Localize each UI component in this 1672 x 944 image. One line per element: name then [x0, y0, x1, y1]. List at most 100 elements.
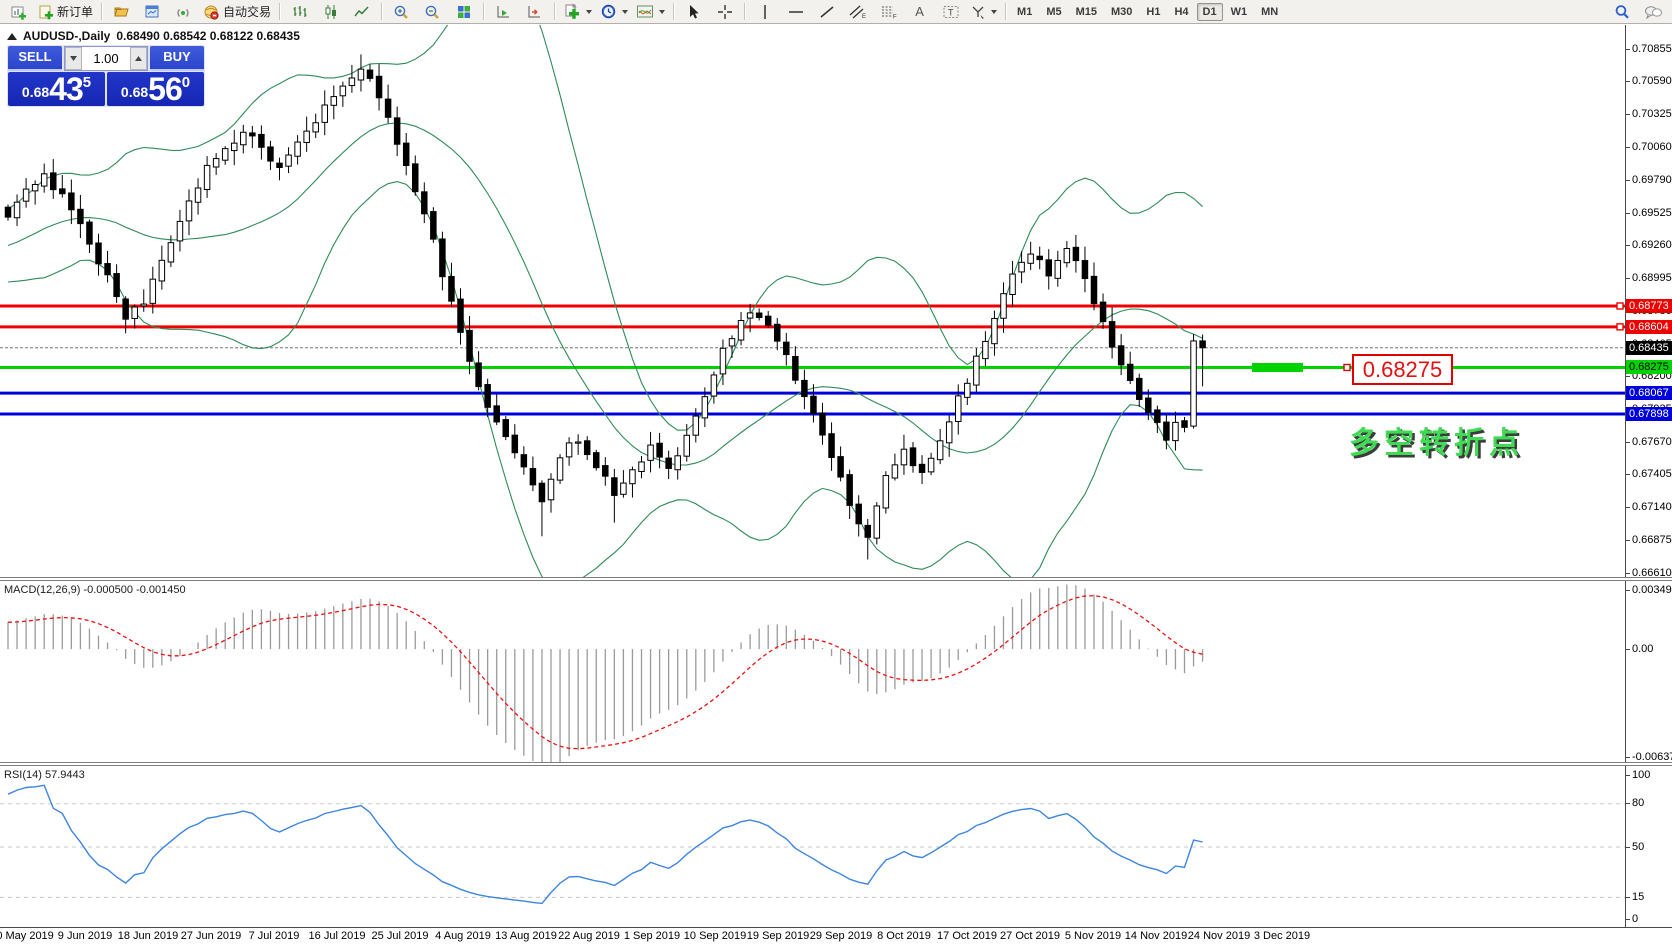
price-tick: 0.68995 [1626, 272, 1672, 285]
pane-divider[interactable] [0, 577, 1672, 581]
signals-icon [177, 8, 189, 17]
sell-price-big: 43 [49, 71, 84, 107]
macd-pane[interactable] [0, 581, 1625, 762]
price-tick: 0.69525 [1626, 206, 1672, 219]
price-tick: 0.70855 [1626, 42, 1672, 55]
macd-label: MACD(12,26,9) -0.000500 -0.001450 [4, 584, 186, 596]
bar-chart-button[interactable] [284, 0, 315, 23]
line-chart-button[interactable] [346, 0, 377, 23]
current-price-label: 0.68435 [1626, 340, 1672, 355]
new-chart-button[interactable] [3, 0, 34, 23]
templates-icon [637, 5, 654, 18]
templates-button[interactable] [632, 0, 669, 23]
rsi-tick: 0 [1625, 912, 1639, 925]
tf-m30-button[interactable]: M30 [1111, 5, 1133, 18]
line-price-label: 0.68604 [1626, 319, 1672, 334]
new-order-button[interactable]: 新订单 [34, 0, 97, 23]
trendline-button[interactable] [811, 0, 842, 23]
separator [673, 3, 675, 20]
date-label: 27 Jun 2019 [180, 930, 242, 942]
horizontal-line-icon [788, 10, 803, 13]
date-label: 25 Jul 2019 [371, 930, 429, 942]
sell-button[interactable]: SELL [8, 46, 62, 71]
horizontal-line-button[interactable] [780, 0, 811, 23]
tf-h4-button[interactable]: H4 [1174, 5, 1189, 18]
price-tick: 0.66610 [1626, 566, 1672, 579]
line-price-label: 0.68275 [1626, 360, 1672, 375]
date-label: 13 Aug 2019 [495, 930, 557, 942]
profiles-button[interactable] [106, 0, 137, 23]
price-tick: 0.67670 [1626, 435, 1672, 448]
caret-down-icon [70, 56, 77, 61]
date-label: 8 Oct 2019 [877, 930, 931, 942]
periods-clock-icon [601, 4, 616, 19]
tile-windows-button[interactable] [448, 0, 479, 23]
volume-increase-button[interactable] [130, 47, 147, 70]
indicators-button[interactable] [559, 0, 596, 23]
channel-button[interactable]: E [842, 0, 873, 23]
volume-input[interactable] [82, 47, 130, 70]
signals-button[interactable] [168, 0, 199, 23]
date-label: 19 Sep 2019 [746, 930, 810, 942]
tf-m5-button[interactable]: M5 [1046, 5, 1062, 18]
auto-trading-icon [204, 5, 219, 20]
separator [101, 3, 103, 20]
volume-decrease-button[interactable] [65, 47, 82, 70]
chart-shift-button[interactable] [519, 0, 550, 23]
search-button[interactable] [1607, 0, 1638, 23]
templates-caret-icon [659, 9, 666, 14]
zoom-out-button[interactable] [417, 0, 448, 23]
zoom-out-icon [425, 5, 439, 19]
auto-scroll-button[interactable] [488, 0, 519, 23]
vertical-line-button[interactable] [749, 0, 780, 23]
chat-icon [1645, 5, 1663, 19]
chat-button[interactable] [1638, 0, 1669, 23]
price-axis[interactable]: 0.70855 0.70590 0.70325 0.70060 0.69790 0.695… [1625, 25, 1672, 927]
main-chart-pane[interactable] [0, 25, 1625, 577]
rsi-pane[interactable] [0, 766, 1625, 927]
tf-d1-button[interactable]: D1 [1196, 2, 1223, 21]
text-tool-icon: A [915, 4, 924, 19]
arrows-button[interactable] [966, 0, 1001, 23]
pane-divider[interactable] [0, 762, 1672, 766]
auto-trading-button[interactable]: 自动交易 [199, 0, 275, 23]
date-label: 16 Jul 2019 [308, 930, 366, 942]
candlestick-icon [325, 4, 336, 19]
buy-price[interactable]: 0.68 56 0 [107, 72, 204, 106]
sell-price[interactable]: 0.68 43 5 [8, 72, 105, 106]
arrows-caret-icon [991, 9, 998, 14]
vertical-line-icon [763, 4, 766, 19]
tf-mn-button[interactable]: MN [1261, 5, 1279, 18]
tf-m1-button[interactable]: M1 [1017, 5, 1033, 18]
auto-trading-label: 自动交易 [223, 5, 272, 19]
tf-w1-button[interactable]: W1 [1230, 5, 1248, 18]
rsi-tick: 15 [1625, 890, 1645, 903]
volume-stepper [64, 46, 148, 71]
turning-point-note[interactable]: 多空转折点 [1349, 427, 1524, 460]
zoom-in-button[interactable] [386, 0, 417, 23]
market-watch-button[interactable] [137, 0, 168, 23]
tf-m15-button[interactable]: M15 [1075, 5, 1097, 18]
price-callout-label[interactable]: 0.68275 [1352, 354, 1453, 385]
candlestick-button[interactable] [315, 0, 346, 23]
periods-button[interactable] [596, 0, 632, 23]
macd-tick: 0.00349 [1626, 583, 1672, 596]
fibonacci-button[interactable]: F [873, 0, 904, 23]
new-order-icon [39, 5, 53, 19]
text-button[interactable]: A [904, 0, 935, 23]
tf-h1-button[interactable]: H1 [1146, 5, 1161, 18]
channel-icon: E [849, 5, 866, 20]
price-tick: 0.70325 [1626, 107, 1672, 120]
one-click-trading-panel: SELL BUY 0.68 43 5 0.68 56 0 [7, 45, 205, 107]
crosshair-button[interactable] [709, 0, 740, 23]
chart-shift-icon [528, 5, 541, 17]
macd-tick: 0.00 [1625, 642, 1654, 655]
symbol-ohlc: 0.68490 0.68542 0.68122 0.68435 [116, 29, 300, 43]
cursor-button[interactable] [678, 0, 709, 23]
profiles-icon [114, 7, 129, 16]
label-button[interactable]: T [935, 0, 966, 23]
caret-up-icon [135, 56, 142, 61]
buy-button[interactable]: BUY [150, 46, 204, 71]
